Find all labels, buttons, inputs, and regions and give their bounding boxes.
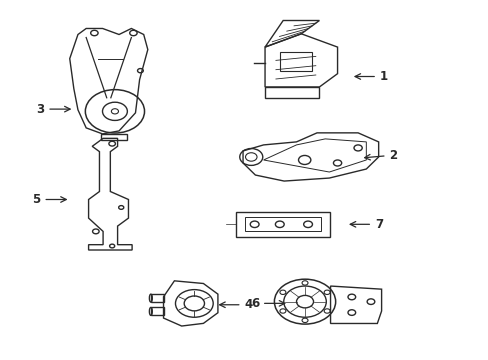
Text: 4: 4 xyxy=(219,298,252,311)
Text: 5: 5 xyxy=(32,193,66,206)
Text: 2: 2 xyxy=(364,149,397,162)
Text: 3: 3 xyxy=(36,103,70,116)
Text: 6: 6 xyxy=(250,297,284,310)
Text: 1: 1 xyxy=(354,70,387,83)
Text: 7: 7 xyxy=(349,218,383,231)
